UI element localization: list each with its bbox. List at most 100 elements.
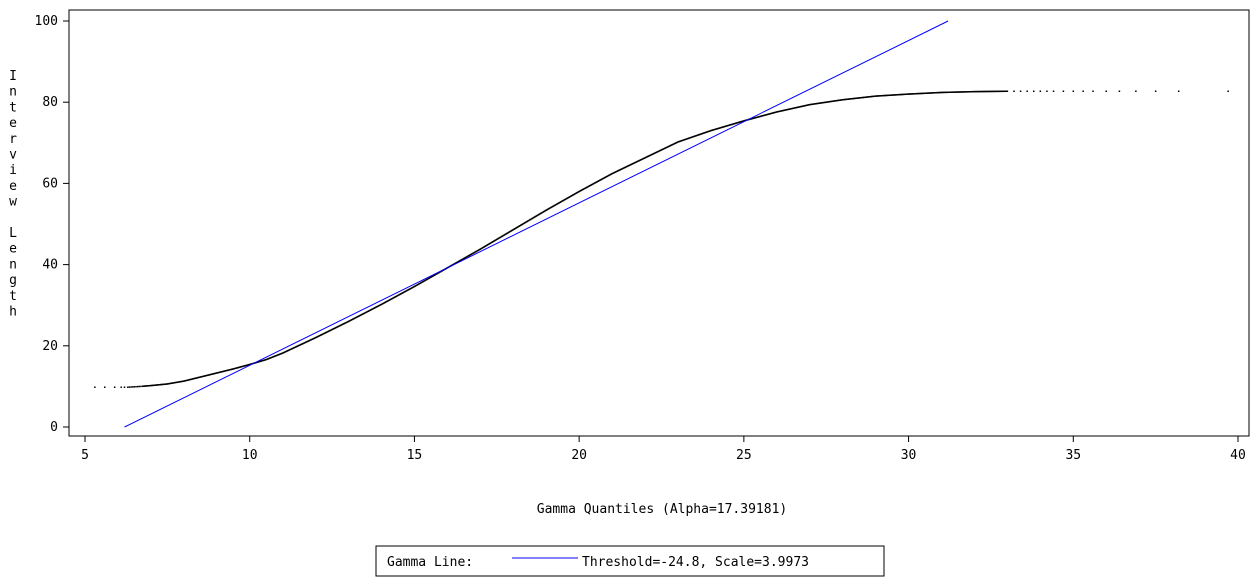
data-point xyxy=(943,91,945,94)
data-point xyxy=(217,371,220,374)
data-point xyxy=(150,384,152,387)
data-point xyxy=(825,101,827,103)
data-point xyxy=(422,280,425,283)
plot-frame xyxy=(68,9,1250,437)
data-point xyxy=(710,129,712,132)
data-point xyxy=(1026,90,1028,92)
data-point xyxy=(900,93,902,96)
data-point xyxy=(567,196,570,199)
data-point xyxy=(706,131,708,133)
data-point xyxy=(337,325,339,328)
data-point xyxy=(721,126,724,128)
data-point xyxy=(949,91,951,93)
data-point xyxy=(801,105,804,108)
data-point xyxy=(889,94,892,96)
data-point xyxy=(574,193,576,195)
data-point xyxy=(635,161,637,163)
data-point xyxy=(353,317,356,320)
data-point xyxy=(935,91,937,94)
data-point xyxy=(474,251,477,253)
data-point xyxy=(576,191,579,194)
data-point xyxy=(771,112,773,115)
data-point xyxy=(568,196,571,198)
data-point xyxy=(601,178,603,180)
data-point xyxy=(164,383,167,385)
data-point xyxy=(330,329,332,331)
data-point xyxy=(260,360,262,362)
data-point xyxy=(458,260,460,263)
data-point xyxy=(274,355,276,357)
data-point xyxy=(337,325,340,328)
data-point xyxy=(192,378,194,380)
data-point xyxy=(672,143,674,146)
data-point xyxy=(457,261,459,263)
data-point xyxy=(975,90,977,93)
data-point xyxy=(794,106,797,109)
data-point xyxy=(756,116,758,119)
data-point xyxy=(299,344,301,346)
data-point xyxy=(548,207,551,210)
data-point xyxy=(597,180,599,182)
data-point xyxy=(1039,90,1042,92)
data-point xyxy=(187,379,189,381)
data-point xyxy=(236,367,239,369)
data-point xyxy=(1082,90,1084,92)
data-point xyxy=(468,254,471,256)
data-point xyxy=(757,116,759,118)
data-point xyxy=(402,292,404,294)
data-point xyxy=(547,208,549,211)
data-point xyxy=(779,110,781,112)
data-point xyxy=(701,133,703,135)
data-point xyxy=(838,99,841,101)
data-point xyxy=(600,178,603,181)
data-point xyxy=(414,285,416,287)
data-point xyxy=(933,92,935,94)
data-point xyxy=(967,91,969,93)
data-point xyxy=(820,102,823,104)
data-point xyxy=(645,156,648,158)
data-point xyxy=(335,326,337,329)
data-point xyxy=(901,93,903,96)
data-point xyxy=(527,220,529,222)
data-point xyxy=(760,115,762,117)
data-point xyxy=(844,98,846,101)
data-point xyxy=(822,101,825,104)
data-point xyxy=(623,166,626,169)
data-point xyxy=(646,155,649,158)
data-point xyxy=(1005,90,1007,93)
data-point xyxy=(235,367,238,369)
data-point xyxy=(866,96,869,98)
data-point xyxy=(192,377,195,380)
data-point xyxy=(454,262,457,264)
data-point xyxy=(466,255,468,258)
data-point xyxy=(538,213,541,215)
data-point xyxy=(645,156,647,159)
data-point xyxy=(973,90,976,93)
data-point xyxy=(660,149,663,151)
data-point xyxy=(609,173,612,176)
data-point xyxy=(128,386,131,388)
data-point xyxy=(639,159,641,161)
x-tick-label: 35 xyxy=(1065,448,1081,463)
data-point xyxy=(560,201,562,203)
data-point xyxy=(693,135,696,138)
data-point xyxy=(804,104,807,107)
data-point xyxy=(616,170,618,173)
data-point xyxy=(710,129,713,132)
data-point xyxy=(729,124,731,126)
data-point xyxy=(1002,90,1005,93)
data-point xyxy=(285,350,287,353)
data-point xyxy=(614,171,617,173)
data-point xyxy=(529,218,532,221)
data-point xyxy=(143,385,146,387)
data-point xyxy=(291,347,294,350)
data-point xyxy=(243,365,245,367)
data-point xyxy=(281,352,284,354)
data-point xyxy=(460,259,463,261)
data-point xyxy=(925,92,927,94)
data-point xyxy=(599,179,602,181)
data-point xyxy=(941,91,944,94)
data-point xyxy=(776,111,779,113)
data-point xyxy=(484,245,487,247)
data-point xyxy=(346,321,348,323)
